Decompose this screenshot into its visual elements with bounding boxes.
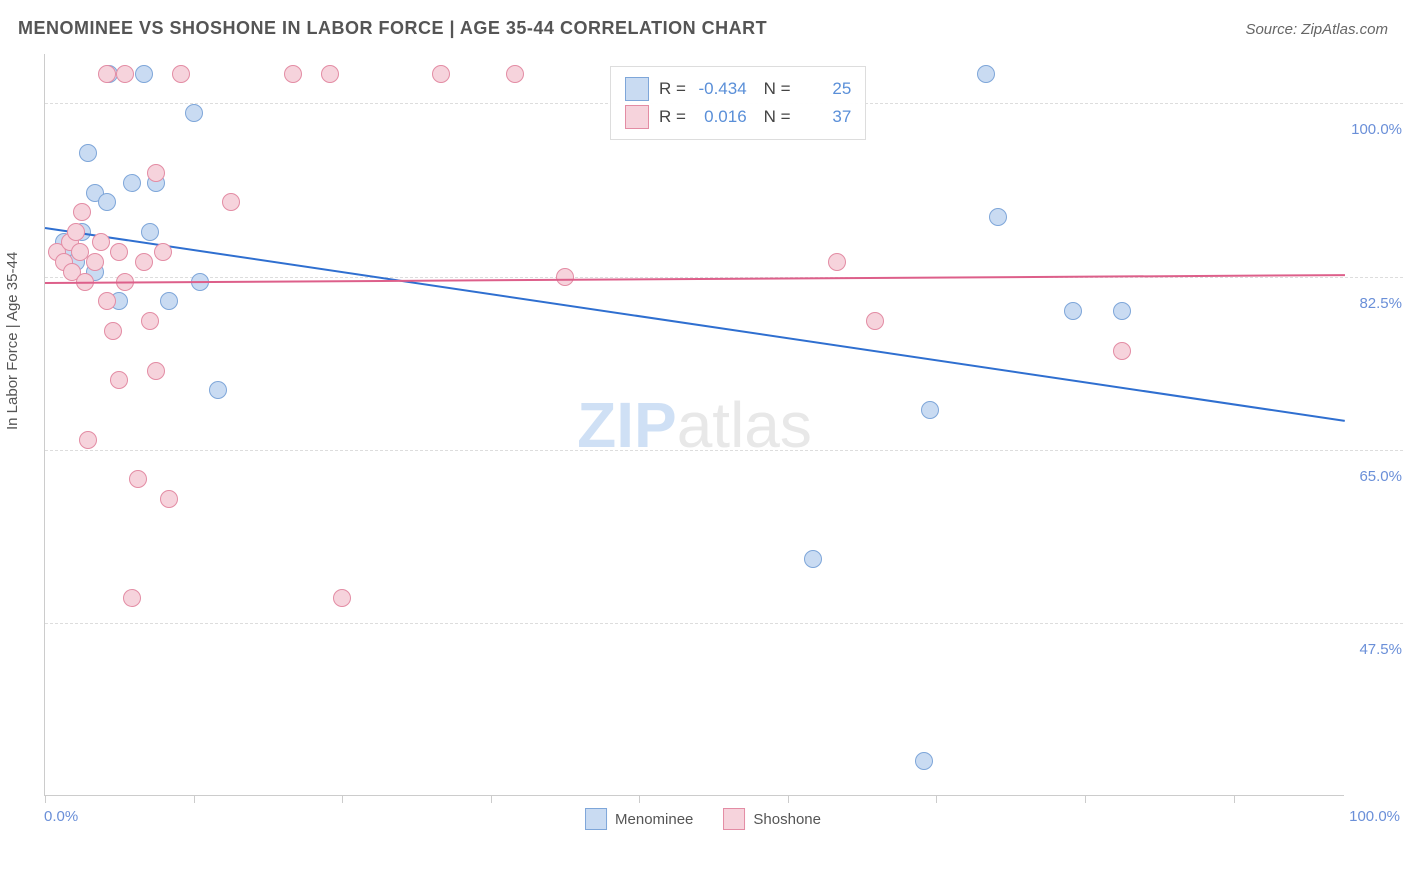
stats-text: R = 0.016 N = 37: [659, 103, 851, 131]
chart-header: MENOMINEE VS SHOSHONE IN LABOR FORCE | A…: [18, 18, 1388, 39]
data-point: [141, 312, 159, 330]
data-point: [135, 253, 153, 271]
data-point: [98, 65, 116, 83]
data-point: [209, 381, 227, 399]
data-point: [86, 253, 104, 271]
legend-label: Menominee: [615, 811, 693, 828]
stats-row: R = 0.016 N = 37: [625, 103, 851, 131]
legend-item: Menominee: [585, 808, 693, 830]
x-tick: [1234, 795, 1235, 803]
data-point: [432, 65, 450, 83]
data-point: [1113, 302, 1131, 320]
legend-swatch: [625, 105, 649, 129]
data-point: [866, 312, 884, 330]
trend-line: [45, 227, 1345, 422]
data-point: [110, 371, 128, 389]
data-point: [141, 223, 159, 241]
data-point: [1113, 342, 1131, 360]
gridline: [45, 450, 1403, 451]
data-point: [98, 292, 116, 310]
data-point: [284, 65, 302, 83]
data-point: [92, 233, 110, 251]
x-axis-max-label: 100.0%: [1349, 808, 1400, 825]
source-label: Source: ZipAtlas.com: [1245, 21, 1388, 38]
y-axis-label: In Labor Force | Age 35-44: [4, 252, 21, 430]
data-point: [915, 752, 933, 770]
data-point: [160, 292, 178, 310]
y-tick-label: 47.5%: [1359, 641, 1402, 658]
correlation-stats-box: R = -0.434 N = 25R = 0.016 N = 37: [610, 66, 866, 140]
plot-canvas: ZIPatlas 47.5%65.0%82.5%100.0%R = -0.434…: [44, 54, 1344, 796]
data-point: [921, 401, 939, 419]
data-point: [116, 65, 134, 83]
data-point: [129, 470, 147, 488]
x-tick: [491, 795, 492, 803]
plot-area: ZIPatlas 47.5%65.0%82.5%100.0%R = -0.434…: [44, 54, 1344, 796]
data-point: [135, 65, 153, 83]
data-point: [147, 164, 165, 182]
x-tick: [1085, 795, 1086, 803]
data-point: [79, 431, 97, 449]
data-point: [185, 104, 203, 122]
stats-text: R = -0.434 N = 25: [659, 75, 851, 103]
data-point: [67, 223, 85, 241]
data-point: [321, 65, 339, 83]
data-point: [123, 174, 141, 192]
x-tick: [936, 795, 937, 803]
x-tick: [45, 795, 46, 803]
data-point: [79, 144, 97, 162]
x-tick: [342, 795, 343, 803]
data-point: [160, 490, 178, 508]
gridline: [45, 623, 1403, 624]
data-point: [172, 65, 190, 83]
legend-item: Shoshone: [723, 808, 821, 830]
stats-row: R = -0.434 N = 25: [625, 75, 851, 103]
x-tick: [639, 795, 640, 803]
trend-line: [45, 274, 1345, 284]
chart-title: MENOMINEE VS SHOSHONE IN LABOR FORCE | A…: [18, 18, 767, 39]
data-point: [506, 65, 524, 83]
y-tick-label: 100.0%: [1351, 121, 1402, 138]
data-point: [123, 589, 141, 607]
x-tick: [194, 795, 195, 803]
data-point: [977, 65, 995, 83]
data-point: [333, 589, 351, 607]
legend-swatch: [625, 77, 649, 101]
legend-swatch: [585, 808, 607, 830]
x-tick: [788, 795, 789, 803]
legend-label: Shoshone: [753, 811, 821, 828]
x-axis-min-label: 0.0%: [44, 808, 78, 825]
data-point: [110, 243, 128, 261]
data-point: [222, 193, 240, 211]
legend: Menominee Shoshone: [585, 808, 821, 830]
data-point: [989, 208, 1007, 226]
data-point: [104, 322, 122, 340]
data-point: [556, 268, 574, 286]
y-tick-label: 82.5%: [1359, 295, 1402, 312]
data-point: [73, 203, 91, 221]
data-point: [98, 193, 116, 211]
data-point: [804, 550, 822, 568]
data-point: [828, 253, 846, 271]
data-point: [154, 243, 172, 261]
legend-swatch: [723, 808, 745, 830]
data-point: [1064, 302, 1082, 320]
data-point: [147, 362, 165, 380]
y-tick-label: 65.0%: [1359, 468, 1402, 485]
